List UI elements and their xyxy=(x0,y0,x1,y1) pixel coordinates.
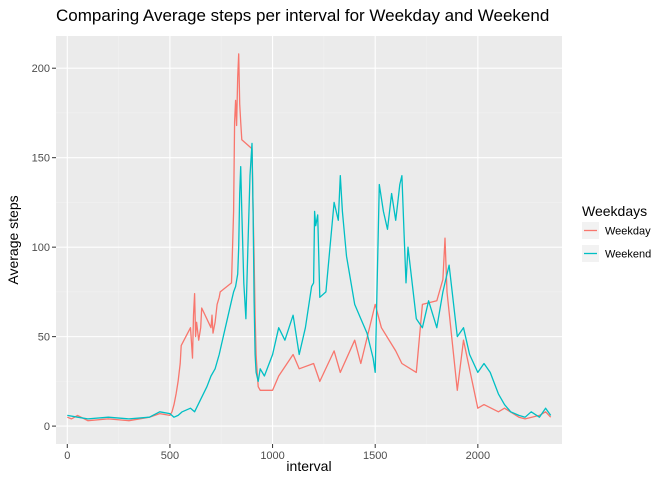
x-tick-label: 1500 xyxy=(363,450,387,462)
minor-gridlines xyxy=(56,36,562,444)
y-tick-label: 200 xyxy=(32,63,50,75)
series-line-weekday xyxy=(67,53,552,422)
chart-title: Comparing Average steps per interval for… xyxy=(56,6,549,25)
major-gridlines xyxy=(56,36,562,444)
x-tick-label: 500 xyxy=(161,450,179,462)
y-axis: 0 50 100 150 200 xyxy=(32,63,56,433)
series-line-weekend xyxy=(67,142,552,420)
plot-panel xyxy=(56,36,562,444)
series-lines xyxy=(67,53,552,422)
legend-title: Weekdays xyxy=(582,203,647,219)
legend: Weekdays Weekday Weekend xyxy=(582,203,651,262)
y-tick-label: 100 xyxy=(32,242,50,254)
x-tick-label: 1000 xyxy=(260,450,284,462)
x-axis: 0 500 1000 1500 2000 xyxy=(64,444,490,462)
legend-label-weekend: Weekend xyxy=(605,249,651,261)
x-tick-label: 2000 xyxy=(466,450,490,462)
y-tick-label: 150 xyxy=(32,153,50,165)
y-tick-label: 50 xyxy=(38,332,50,344)
legend-label-weekday: Weekday xyxy=(605,226,651,238)
y-axis-title: Average steps xyxy=(5,195,21,284)
x-axis-title: interval xyxy=(286,458,331,474)
x-tick-label: 0 xyxy=(64,450,70,462)
y-tick-label: 0 xyxy=(44,421,50,433)
